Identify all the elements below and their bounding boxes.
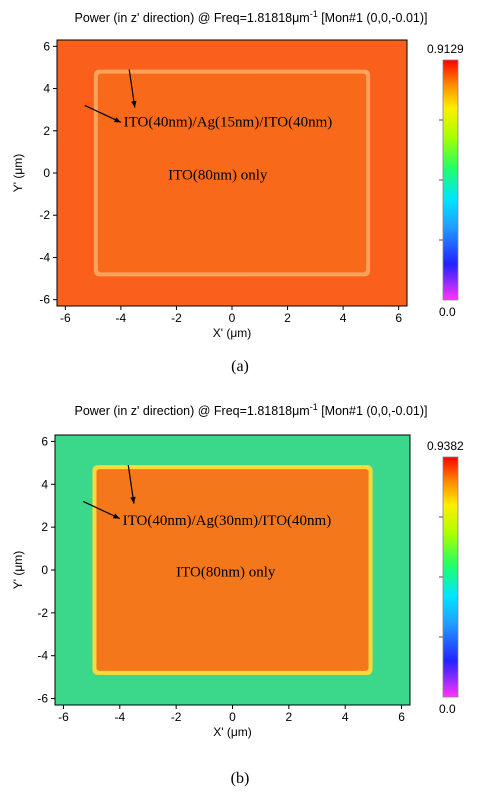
arrow-top xyxy=(127,464,135,504)
chart-b: Power (in z' direction) @ Freq=1.81818μm… xyxy=(11,402,464,739)
y-tick-label: -4 xyxy=(39,250,50,264)
x-tick-label: -4 xyxy=(116,311,127,325)
x-tick-label: -2 xyxy=(171,710,182,724)
x-tick-label: 0 xyxy=(229,311,236,325)
y-tick-label: -6 xyxy=(37,692,48,706)
y-axis-label: Y' (μm) xyxy=(11,551,25,590)
chart-a: Power (in z' direction) @ Freq=1.81818μm… xyxy=(11,9,464,340)
arrow-left xyxy=(82,500,121,520)
x-tick-label: 0 xyxy=(229,710,236,724)
x-axis-label: X' (μm) xyxy=(213,725,252,739)
panel-a: Power (in z' direction) @ Freq=1.81818μm… xyxy=(11,9,464,375)
x-tick-label: 6 xyxy=(395,311,402,325)
x-tick-label: 2 xyxy=(286,710,293,724)
arrow-top-head xyxy=(130,496,136,504)
y-tick-label: 4 xyxy=(43,82,50,96)
caption-b: (b) xyxy=(230,770,250,787)
y-tick-label: -2 xyxy=(39,208,50,222)
x-tick-label: -4 xyxy=(114,710,125,724)
annotation-bilayer: ITO(40nm)/Ag(30nm)/ITO(40nm) xyxy=(123,513,332,529)
annotation-ito-only: ITO(80nm) only xyxy=(168,167,268,183)
arrow-left-head xyxy=(113,117,121,123)
x-axis-label: X' (μm) xyxy=(213,326,252,340)
annotation-bilayer: ITO(40nm)/Ag(15nm)/ITO(40nm) xyxy=(124,115,333,131)
panel-b: Power (in z' direction) @ Freq=1.81818μm… xyxy=(0,397,502,797)
y-tick-label: -2 xyxy=(37,606,48,620)
y-tick-label: 6 xyxy=(41,434,48,448)
x-tick-label: 2 xyxy=(284,311,291,325)
y-tick-label: 4 xyxy=(41,477,48,491)
colorbar-max-label: 0.9129 xyxy=(427,42,464,56)
y-tick-label: 2 xyxy=(41,520,48,534)
arrow-left xyxy=(84,104,122,123)
x-tick-label: 6 xyxy=(398,710,405,724)
y-tick-label: 6 xyxy=(43,39,50,53)
chart-title: Power (in z' direction) @ Freq=1.81818μm… xyxy=(74,402,427,418)
x-tick-label: -6 xyxy=(60,311,71,325)
arrow-top-head xyxy=(131,100,137,108)
annotation-ito-only: ITO(80nm) only xyxy=(176,564,276,580)
colorbar-min-label: 0.0 xyxy=(439,305,456,319)
region-inner xyxy=(97,73,367,273)
colorbar-max-label: 0.9382 xyxy=(427,439,464,453)
colorbar xyxy=(442,59,459,301)
x-tick-label: -2 xyxy=(171,311,182,325)
y-tick-label: 0 xyxy=(43,166,50,180)
arrow-left-head xyxy=(112,513,120,519)
colorbar-min-label: 0.0 xyxy=(439,702,456,716)
x-tick-label: 4 xyxy=(342,710,349,724)
y-axis-label: Y' (μm) xyxy=(11,154,25,193)
x-tick-label: 4 xyxy=(340,311,347,325)
y-tick-label: -6 xyxy=(39,293,50,307)
y-tick-label: 0 xyxy=(41,563,48,577)
caption-a: (a) xyxy=(231,358,249,375)
y-tick-label: -4 xyxy=(37,649,48,663)
y-tick-label: 2 xyxy=(43,124,50,138)
colorbar xyxy=(442,456,459,698)
chart-title: Power (in z' direction) @ Freq=1.81818μm… xyxy=(74,9,427,25)
region-inner xyxy=(96,469,369,671)
x-tick-label: -6 xyxy=(58,710,69,724)
